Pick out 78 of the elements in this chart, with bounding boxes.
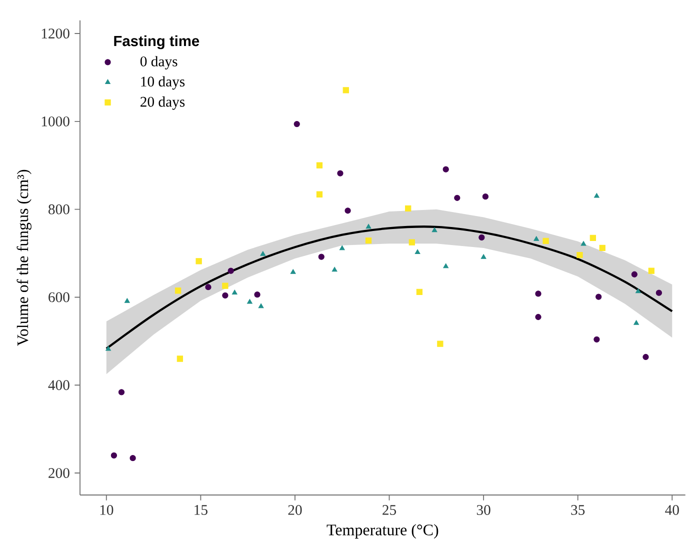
point xyxy=(534,236,540,241)
point xyxy=(232,290,238,294)
point xyxy=(344,208,351,214)
point xyxy=(118,389,125,396)
point xyxy=(542,238,549,244)
point xyxy=(337,170,344,176)
point xyxy=(631,271,638,278)
point xyxy=(316,191,323,198)
point xyxy=(130,455,136,462)
line-series xyxy=(105,226,674,350)
x-tick-label: 40 xyxy=(665,505,679,515)
point xyxy=(258,303,264,308)
point xyxy=(580,240,586,246)
point xyxy=(482,194,489,200)
y-tick-label: 1200 xyxy=(42,28,70,38)
point xyxy=(290,269,296,274)
point xyxy=(648,268,654,274)
legend-label: 0 days xyxy=(140,56,178,70)
point xyxy=(110,452,118,459)
point xyxy=(454,194,460,201)
point xyxy=(535,290,542,297)
y-tick-label: 200 xyxy=(48,468,70,478)
y-tick-label: 800 xyxy=(48,204,70,214)
x-tick-label: 25 xyxy=(382,505,396,515)
legend-label: 10 days xyxy=(141,76,185,90)
point xyxy=(365,237,372,244)
point xyxy=(222,282,228,289)
y-axis-title: Volume of the fungus (cm³) xyxy=(16,170,32,346)
point xyxy=(596,294,602,300)
point xyxy=(416,288,423,296)
y-tick-label: 1000 xyxy=(42,116,70,126)
point xyxy=(174,288,182,294)
x-tick-label: 15 xyxy=(194,505,208,515)
point xyxy=(332,266,338,272)
point xyxy=(228,268,234,274)
legend-label: 20 days xyxy=(140,96,185,110)
x-tick-label: 35 xyxy=(571,505,585,515)
point xyxy=(294,120,300,128)
y-tick-label: 600 xyxy=(48,292,70,302)
point xyxy=(247,298,252,304)
point xyxy=(106,346,111,351)
point xyxy=(342,87,349,94)
point xyxy=(478,234,485,241)
x-tick-label: 20 xyxy=(288,505,302,515)
point xyxy=(196,258,202,264)
point xyxy=(222,292,228,299)
point xyxy=(176,356,184,362)
point xyxy=(442,166,449,172)
point xyxy=(656,290,662,296)
point xyxy=(480,254,486,259)
point xyxy=(443,263,449,268)
legend-title: Fasting time xyxy=(114,35,200,50)
point xyxy=(576,252,583,258)
x-tick-label: 10 xyxy=(100,505,114,515)
point xyxy=(634,320,639,325)
point xyxy=(594,193,600,198)
x-tick-label: 30 xyxy=(476,505,490,515)
y-tick-label: 400 xyxy=(48,380,70,390)
point xyxy=(339,245,345,250)
point xyxy=(260,251,266,256)
point xyxy=(437,340,444,347)
point xyxy=(599,244,606,252)
point xyxy=(316,162,323,168)
point xyxy=(414,249,420,254)
point xyxy=(642,354,649,360)
x-axis-title: Temperature (°C) xyxy=(326,524,438,539)
point xyxy=(594,336,600,342)
point xyxy=(254,292,260,298)
point xyxy=(635,288,641,294)
point xyxy=(590,234,596,241)
point xyxy=(318,254,324,260)
point xyxy=(535,314,542,320)
point xyxy=(124,298,130,303)
point xyxy=(408,239,415,246)
point xyxy=(205,284,212,290)
point xyxy=(366,224,372,229)
point xyxy=(405,205,412,212)
point xyxy=(432,227,438,232)
